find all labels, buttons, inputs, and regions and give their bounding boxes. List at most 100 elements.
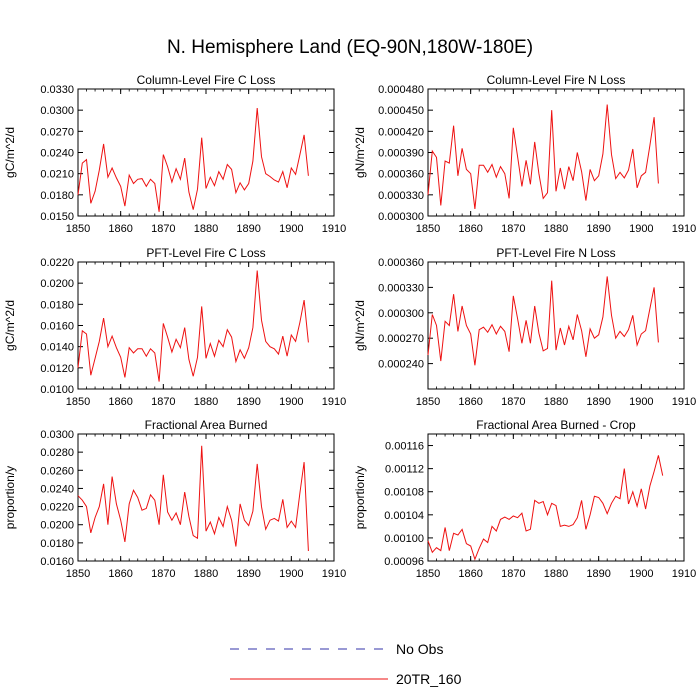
x-tick-label: 1850 xyxy=(66,223,90,235)
x-tick-label: 1850 xyxy=(66,568,90,580)
series-line-20TR_160 xyxy=(427,276,659,366)
y-tick-label: 0.00104 xyxy=(384,510,424,522)
y-tick-label: 0.0160 xyxy=(40,556,74,568)
y-tick-label: 0.0330 xyxy=(40,84,74,96)
panel-title: Column-Level Fire C Loss xyxy=(137,73,276,87)
panel-title: Fractional Area Burned xyxy=(145,418,268,432)
y-tick-label: 0.0150 xyxy=(40,211,74,223)
x-tick-label: 1900 xyxy=(629,568,653,580)
y-tick-label: 0.00108 xyxy=(384,487,424,499)
y-tick-label: 0.0220 xyxy=(40,502,74,514)
main-title: N. Hemisphere Land (EQ-90N,180W-180E) xyxy=(166,37,534,58)
y-tick-label: 0.0270 xyxy=(40,126,74,138)
x-tick-label: 1900 xyxy=(279,223,303,235)
y-axis-label: gC/m^2/d xyxy=(3,300,17,351)
x-tick-label: 1850 xyxy=(66,396,90,408)
y-tick-label: 0.0180 xyxy=(40,190,74,202)
y-tick-label: 0.0220 xyxy=(40,257,74,269)
x-tick-label: 1880 xyxy=(544,396,568,408)
plot-frame xyxy=(427,433,685,562)
series-line-20TR_160 xyxy=(427,104,659,209)
y-tick-label: 0.000270 xyxy=(378,333,424,345)
y-axis-label: gN/m^2/d xyxy=(353,300,367,351)
series-line-20TR_160 xyxy=(427,455,664,561)
y-tick-label: 0.0300 xyxy=(40,105,74,117)
y-tick-label: 0.0200 xyxy=(40,278,74,290)
y-tick-label: 0.0240 xyxy=(40,483,74,495)
x-tick-label: 1870 xyxy=(151,396,175,408)
y-tick-label: 0.00116 xyxy=(385,441,424,453)
x-tick-label: 1860 xyxy=(108,223,132,235)
y-tick-label: 0.000330 xyxy=(378,190,424,202)
y-tick-label: 0.0100 xyxy=(40,384,74,396)
x-tick-label: 1900 xyxy=(629,223,653,235)
plot-frame xyxy=(427,88,685,217)
y-tick-label: 0.000360 xyxy=(378,169,424,181)
y-tick-label: 0.0140 xyxy=(40,342,74,354)
panel-title: PFT-Level Fire N Loss xyxy=(496,246,615,260)
x-tick-label: 1910 xyxy=(322,223,346,235)
x-tick-label: 1890 xyxy=(236,396,260,408)
x-tick-label: 1870 xyxy=(151,223,175,235)
y-tick-label: 0.000300 xyxy=(378,211,424,223)
x-tick-label: 1890 xyxy=(586,568,610,580)
legend-label: 20TR_160 xyxy=(396,671,462,687)
plot-frame xyxy=(77,261,335,390)
x-tick-label: 1900 xyxy=(279,568,303,580)
x-tick-label: 1860 xyxy=(458,223,482,235)
y-tick-label: 0.000390 xyxy=(378,148,424,160)
y-tick-label: 0.000360 xyxy=(378,257,424,269)
x-tick-label: 1910 xyxy=(322,568,346,580)
legend-label: No Obs xyxy=(396,641,443,657)
y-tick-label: 0.000420 xyxy=(378,126,424,138)
x-tick-label: 1850 xyxy=(416,568,440,580)
x-tick-label: 1910 xyxy=(322,396,346,408)
x-tick-label: 1870 xyxy=(501,223,525,235)
y-axis-label: gN/m^2/d xyxy=(353,127,367,178)
y-tick-label: 0.00096 xyxy=(384,556,424,568)
x-tick-label: 1890 xyxy=(586,396,610,408)
panel-title: Fractional Area Burned - Crop xyxy=(476,418,636,432)
x-tick-label: 1890 xyxy=(236,568,260,580)
y-tick-label: 0.0120 xyxy=(40,363,74,375)
y-tick-label: 0.0160 xyxy=(40,321,74,333)
x-tick-label: 1860 xyxy=(108,568,132,580)
plot-frame xyxy=(77,433,335,562)
y-tick-label: 0.0180 xyxy=(40,538,74,550)
y-tick-label: 0.000480 xyxy=(378,84,424,96)
x-tick-label: 1890 xyxy=(236,223,260,235)
x-tick-label: 1870 xyxy=(501,396,525,408)
x-tick-label: 1910 xyxy=(672,223,696,235)
x-tick-label: 1850 xyxy=(416,396,440,408)
x-tick-label: 1880 xyxy=(544,568,568,580)
x-tick-label: 1870 xyxy=(501,568,525,580)
x-tick-label: 1900 xyxy=(279,396,303,408)
y-tick-label: 0.0300 xyxy=(40,429,74,441)
x-tick-label: 1850 xyxy=(416,223,440,235)
panel-title: PFT-Level Fire C Loss xyxy=(146,246,265,260)
y-tick-label: 0.000240 xyxy=(378,359,424,371)
y-tick-label: 0.0280 xyxy=(40,447,74,459)
y-tick-label: 0.0200 xyxy=(40,520,74,532)
x-tick-label: 1870 xyxy=(151,568,175,580)
y-tick-label: 0.0210 xyxy=(40,169,74,181)
x-tick-label: 1860 xyxy=(108,396,132,408)
x-tick-label: 1890 xyxy=(586,223,610,235)
plot-frame xyxy=(77,88,335,217)
y-axis-label: proportion/y xyxy=(353,466,367,529)
y-tick-label: 0.000300 xyxy=(378,308,424,320)
y-axis-label: gC/m^2/d xyxy=(3,127,17,178)
x-tick-label: 1880 xyxy=(194,223,218,235)
x-tick-label: 1880 xyxy=(194,568,218,580)
y-tick-label: 0.0240 xyxy=(40,148,74,160)
series-line-20TR_160 xyxy=(77,445,309,552)
x-tick-label: 1900 xyxy=(629,396,653,408)
series-line-20TR_160 xyxy=(77,107,309,212)
y-axis-label: proportion/y xyxy=(3,466,17,529)
x-tick-label: 1910 xyxy=(672,568,696,580)
y-tick-label: 0.00112 xyxy=(385,464,424,476)
x-tick-label: 1880 xyxy=(544,223,568,235)
y-tick-label: 0.000450 xyxy=(378,105,424,117)
y-tick-label: 0.00100 xyxy=(384,533,424,545)
